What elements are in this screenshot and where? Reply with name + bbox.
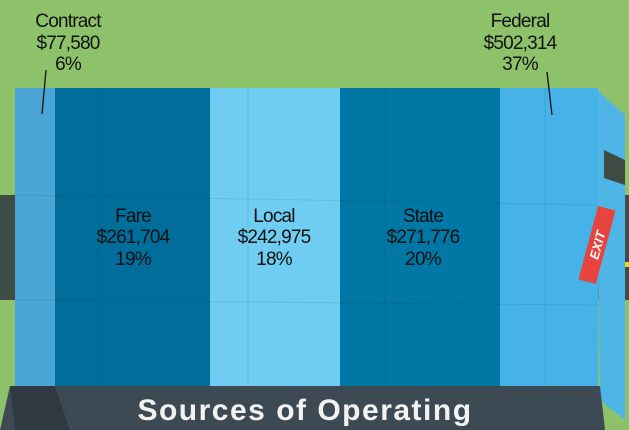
title: Sources of Operating bbox=[137, 394, 472, 427]
segment-contract bbox=[15, 88, 55, 386]
segment-amount: $77,580 bbox=[36, 33, 99, 54]
segment-percent: 19% bbox=[115, 249, 152, 270]
segment-percent: 20% bbox=[405, 249, 442, 270]
segment-label: Local bbox=[253, 206, 294, 227]
segment-label: Fare bbox=[115, 206, 151, 227]
segment-label: Contract bbox=[35, 11, 102, 32]
segment-percent: 6% bbox=[55, 54, 82, 75]
segment-amount: $261,704 bbox=[97, 227, 171, 248]
segment-federal bbox=[500, 88, 598, 386]
segment-label: State bbox=[403, 206, 444, 227]
infographic: EXIT Sources of Operating Contract $77,5… bbox=[0, 0, 629, 430]
segment-percent: 18% bbox=[256, 249, 293, 270]
segment-amount: $271,776 bbox=[387, 227, 460, 248]
segment-amount: $502,314 bbox=[484, 33, 558, 54]
segment-percent: 37% bbox=[502, 54, 539, 75]
segment-amount: $242,975 bbox=[238, 227, 311, 248]
segment-label: Federal bbox=[491, 11, 550, 32]
